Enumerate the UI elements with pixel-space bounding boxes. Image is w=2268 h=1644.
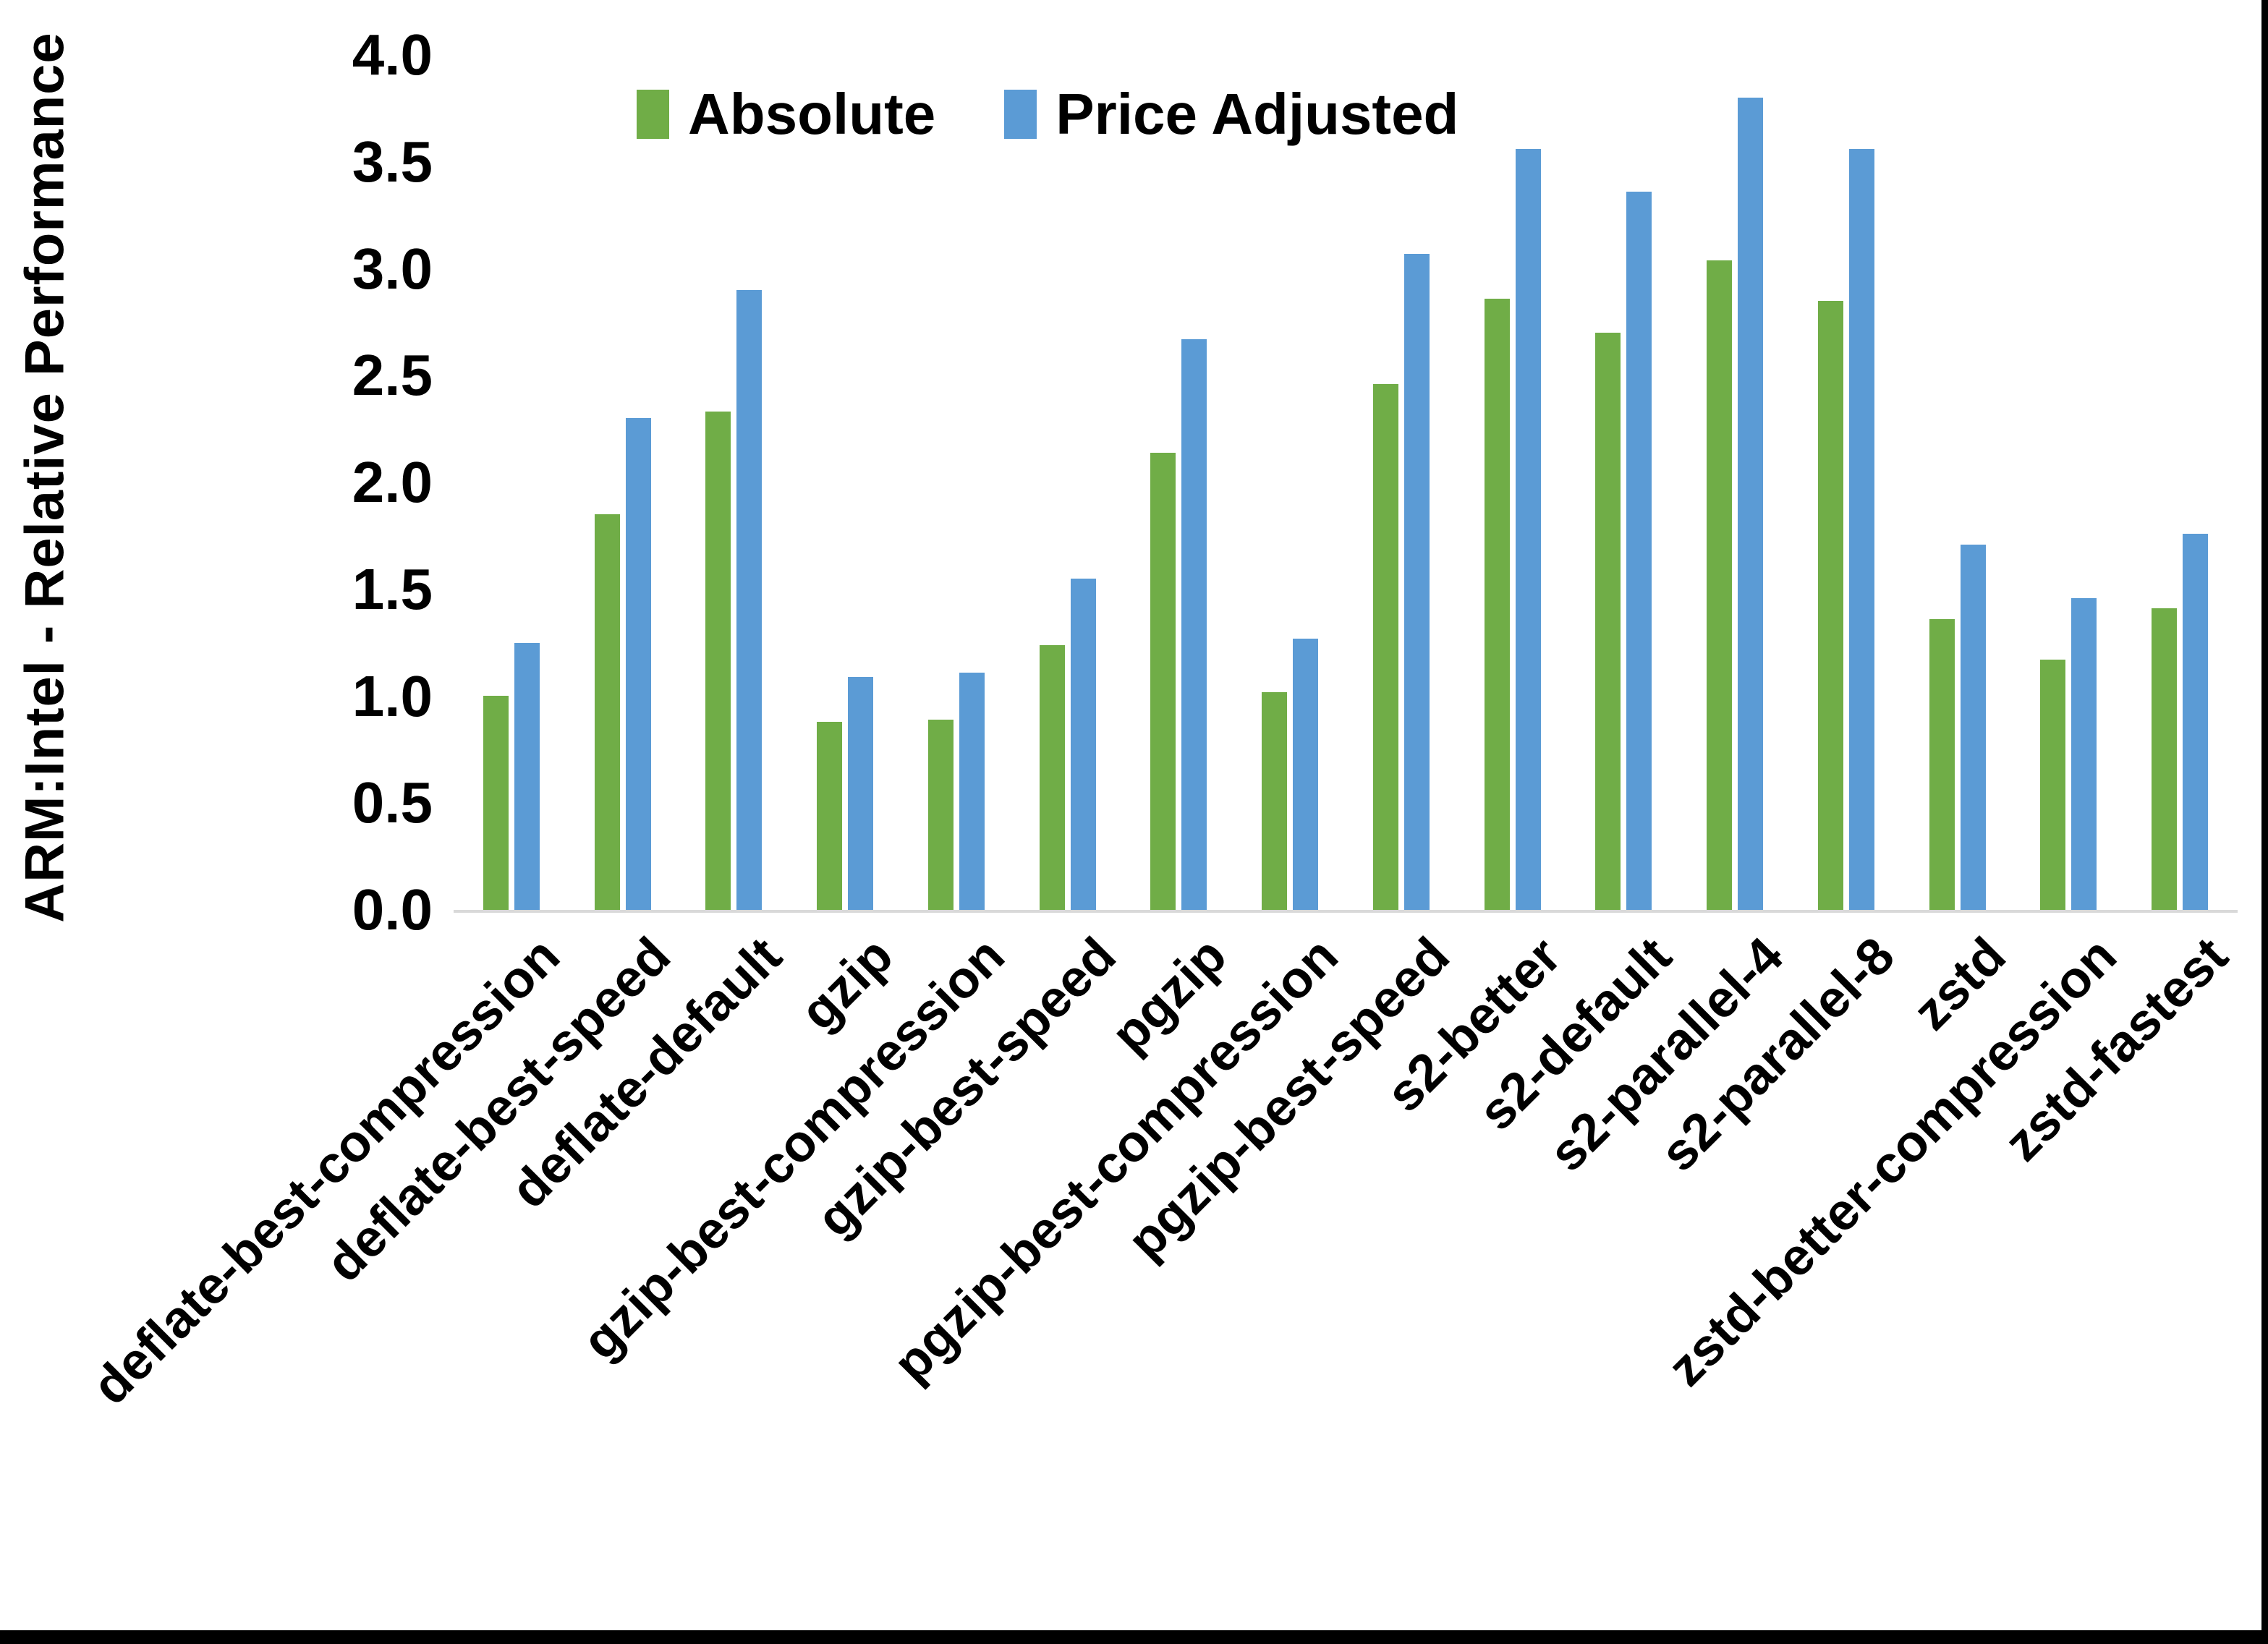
legend-item-absolute: Absolute	[637, 85, 935, 143]
bar-absolute-zstd-fastest	[2152, 608, 2178, 910]
bar-price-adjusted-deflate-best-compression	[514, 643, 540, 910]
bar-price-adjusted-zstd	[1960, 545, 1986, 910]
bar-price-adjusted-gzip-best-speed	[1070, 579, 1096, 910]
bar-absolute-pgzip-best-speed	[1372, 384, 1398, 910]
bar-absolute-zstd-better-compression	[2040, 660, 2066, 910]
bar-price-adjusted-s2-parallel-4	[1738, 98, 1764, 910]
bar-price-adjusted-s2-better	[1515, 149, 1541, 910]
bar-absolute-deflate-best-speed	[594, 514, 620, 910]
legend-label-price-adjusted: Price Adjusted	[1056, 82, 1459, 146]
y-tick-label: 1.0	[352, 663, 433, 728]
legend-item-price-adjusted: Price Adjusted	[1004, 85, 1458, 143]
bar-absolute-s2-better	[1484, 299, 1510, 910]
legend-label-absolute: Absolute	[688, 82, 936, 146]
y-tick-label: 2.0	[352, 450, 433, 514]
x-axis-line	[454, 910, 2238, 913]
y-tick-label: 0.5	[352, 770, 433, 835]
bar-absolute-s2-default	[1595, 333, 1621, 910]
bar-price-adjusted-gzip	[848, 677, 874, 910]
bar-price-adjusted-pgzip-best-compression	[1293, 639, 1319, 910]
legend-swatch-price-adjusted	[1004, 90, 1037, 139]
bar-absolute-gzip	[817, 722, 843, 910]
bar-absolute-gzip-best-speed	[1039, 645, 1065, 910]
bar-absolute-zstd	[1929, 619, 1955, 910]
bar-absolute-pgzip	[1150, 453, 1176, 910]
bar-price-adjusted-pgzip	[1181, 339, 1207, 910]
y-tick-label: 3.5	[352, 129, 433, 194]
bar-price-adjusted-deflate-default	[736, 290, 763, 910]
frame-border-right	[2261, 0, 2268, 1644]
frame-border-bottom	[0, 1630, 2268, 1644]
y-tick-label: 3.0	[352, 236, 433, 301]
bar-price-adjusted-zstd-better-compression	[2071, 598, 2097, 910]
legend-swatch-absolute	[637, 90, 669, 139]
bar-price-adjusted-deflate-best-speed	[625, 418, 651, 910]
y-tick-label: 1.5	[352, 556, 433, 621]
bar-price-adjusted-gzip-best-compression	[959, 673, 985, 910]
y-tick-label: 0.0	[352, 877, 433, 942]
bar-absolute-s2-parallel-4	[1707, 260, 1733, 910]
bar-absolute-s2-parallel-8	[1817, 301, 1843, 910]
bar-absolute-gzip-best-compression	[927, 720, 954, 910]
bar-absolute-deflate-best-compression	[483, 696, 509, 910]
bar-absolute-deflate-default	[705, 412, 731, 910]
y-tick-label: 2.5	[352, 343, 433, 408]
bar-price-adjusted-s2-default	[1626, 192, 1652, 910]
bar-absolute-pgzip-best-compression	[1262, 692, 1288, 910]
bar-price-adjusted-zstd-fastest	[2183, 534, 2209, 910]
bar-price-adjusted-pgzip-best-speed	[1403, 254, 1430, 910]
legend: Absolute Price Adjusted	[637, 85, 1458, 143]
bar-price-adjusted-s2-parallel-8	[1848, 149, 1874, 910]
y-tick-label: 4.0	[352, 22, 433, 87]
